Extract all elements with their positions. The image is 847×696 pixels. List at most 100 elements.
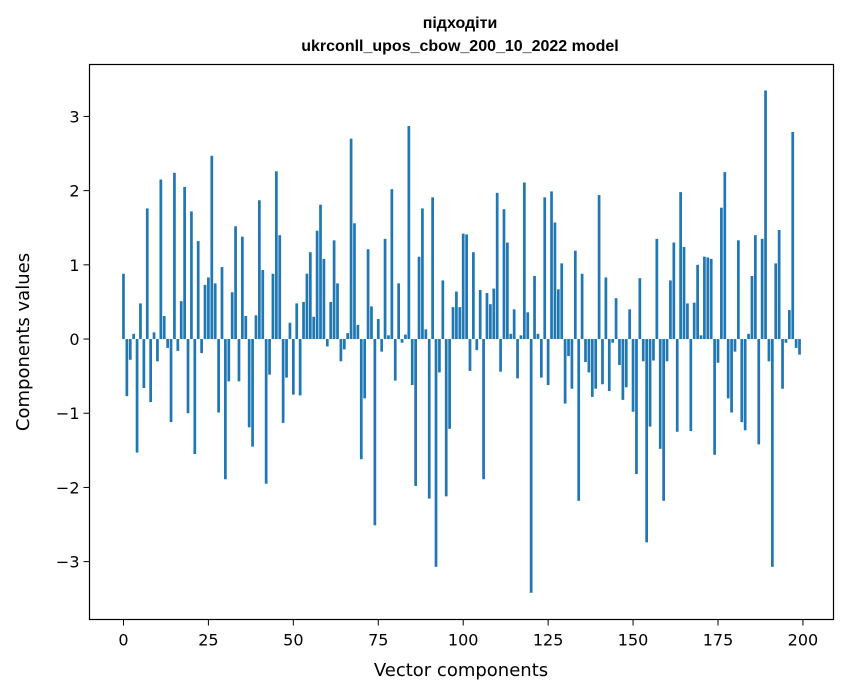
bar [186, 339, 190, 414]
bar [682, 247, 686, 340]
bar [359, 339, 363, 460]
bar [499, 339, 502, 372]
bar [594, 339, 598, 389]
bar [278, 235, 282, 340]
bar [757, 339, 761, 445]
bar [376, 319, 380, 340]
y-tick-label: −3 [56, 553, 80, 572]
bar [353, 223, 356, 340]
bar [241, 236, 244, 340]
bar [597, 195, 601, 340]
x-tick-label: 125 [533, 631, 564, 650]
bar [421, 208, 424, 340]
bar [417, 256, 421, 340]
bar [536, 333, 540, 340]
bar [207, 277, 210, 340]
bar [611, 339, 615, 343]
bar [618, 339, 621, 365]
bar [390, 189, 394, 340]
bar [716, 339, 720, 363]
x-tick-label: 50 [283, 631, 303, 650]
bar [672, 242, 676, 340]
bar [370, 306, 373, 340]
bar [315, 230, 319, 340]
bar [145, 208, 149, 340]
bar [489, 304, 492, 340]
bar [319, 204, 322, 340]
bar [213, 283, 217, 340]
bar [645, 339, 649, 543]
bar [308, 252, 312, 340]
bar [492, 288, 496, 340]
bar [363, 339, 367, 399]
bar [689, 339, 693, 432]
bar [220, 267, 224, 340]
bar [258, 200, 261, 340]
bar [431, 197, 434, 340]
bar [529, 339, 533, 593]
bar [706, 257, 710, 340]
bar [135, 339, 139, 453]
bar [156, 339, 159, 362]
bar [590, 339, 594, 397]
bar [522, 182, 526, 340]
bar [509, 333, 513, 340]
x-tick-label: 175 [703, 631, 734, 650]
bar [230, 292, 234, 340]
bar [652, 339, 655, 361]
y-tick-label: 2 [69, 182, 79, 201]
bar [482, 339, 485, 480]
y-tick-label: −1 [56, 404, 80, 423]
bar [166, 339, 169, 348]
chart-subtitle: ukrconll_upos_cbow_200_10_2022 model [301, 38, 618, 55]
bar [760, 238, 764, 340]
bar [655, 238, 659, 340]
bar [692, 302, 696, 340]
bar [247, 339, 251, 428]
bar [737, 240, 740, 340]
bar [512, 309, 516, 340]
bar [774, 263, 778, 340]
bar [169, 339, 173, 423]
bar [397, 283, 401, 340]
bar [190, 211, 193, 340]
bar [281, 339, 285, 423]
bar [543, 197, 547, 340]
bar [754, 235, 757, 340]
bar [787, 310, 791, 340]
bar [312, 316, 316, 340]
bar [438, 339, 441, 373]
bar [237, 339, 241, 382]
bar [767, 339, 771, 362]
bar [268, 339, 271, 375]
bar [128, 339, 132, 360]
bar [455, 291, 458, 340]
bar [139, 303, 142, 340]
bar [200, 339, 203, 354]
bar [577, 339, 581, 501]
bar [703, 256, 706, 340]
y-tick-label: 3 [69, 107, 79, 126]
bar [614, 298, 618, 340]
bar [472, 252, 475, 340]
bar [322, 258, 326, 340]
bar [679, 192, 682, 340]
x-tick-label: 100 [448, 631, 479, 650]
bar [587, 339, 591, 373]
bar [720, 207, 723, 340]
bar [631, 339, 635, 412]
bar [638, 278, 642, 340]
bar [730, 339, 733, 413]
bar [563, 339, 567, 404]
bar [607, 339, 611, 391]
bar [798, 339, 801, 355]
bar [373, 339, 377, 526]
bar [380, 339, 384, 352]
bar [383, 238, 387, 340]
bar [539, 339, 543, 378]
bar [122, 273, 125, 340]
bar [648, 339, 652, 427]
bar [553, 222, 557, 340]
bar [424, 329, 428, 340]
bar [665, 339, 669, 362]
